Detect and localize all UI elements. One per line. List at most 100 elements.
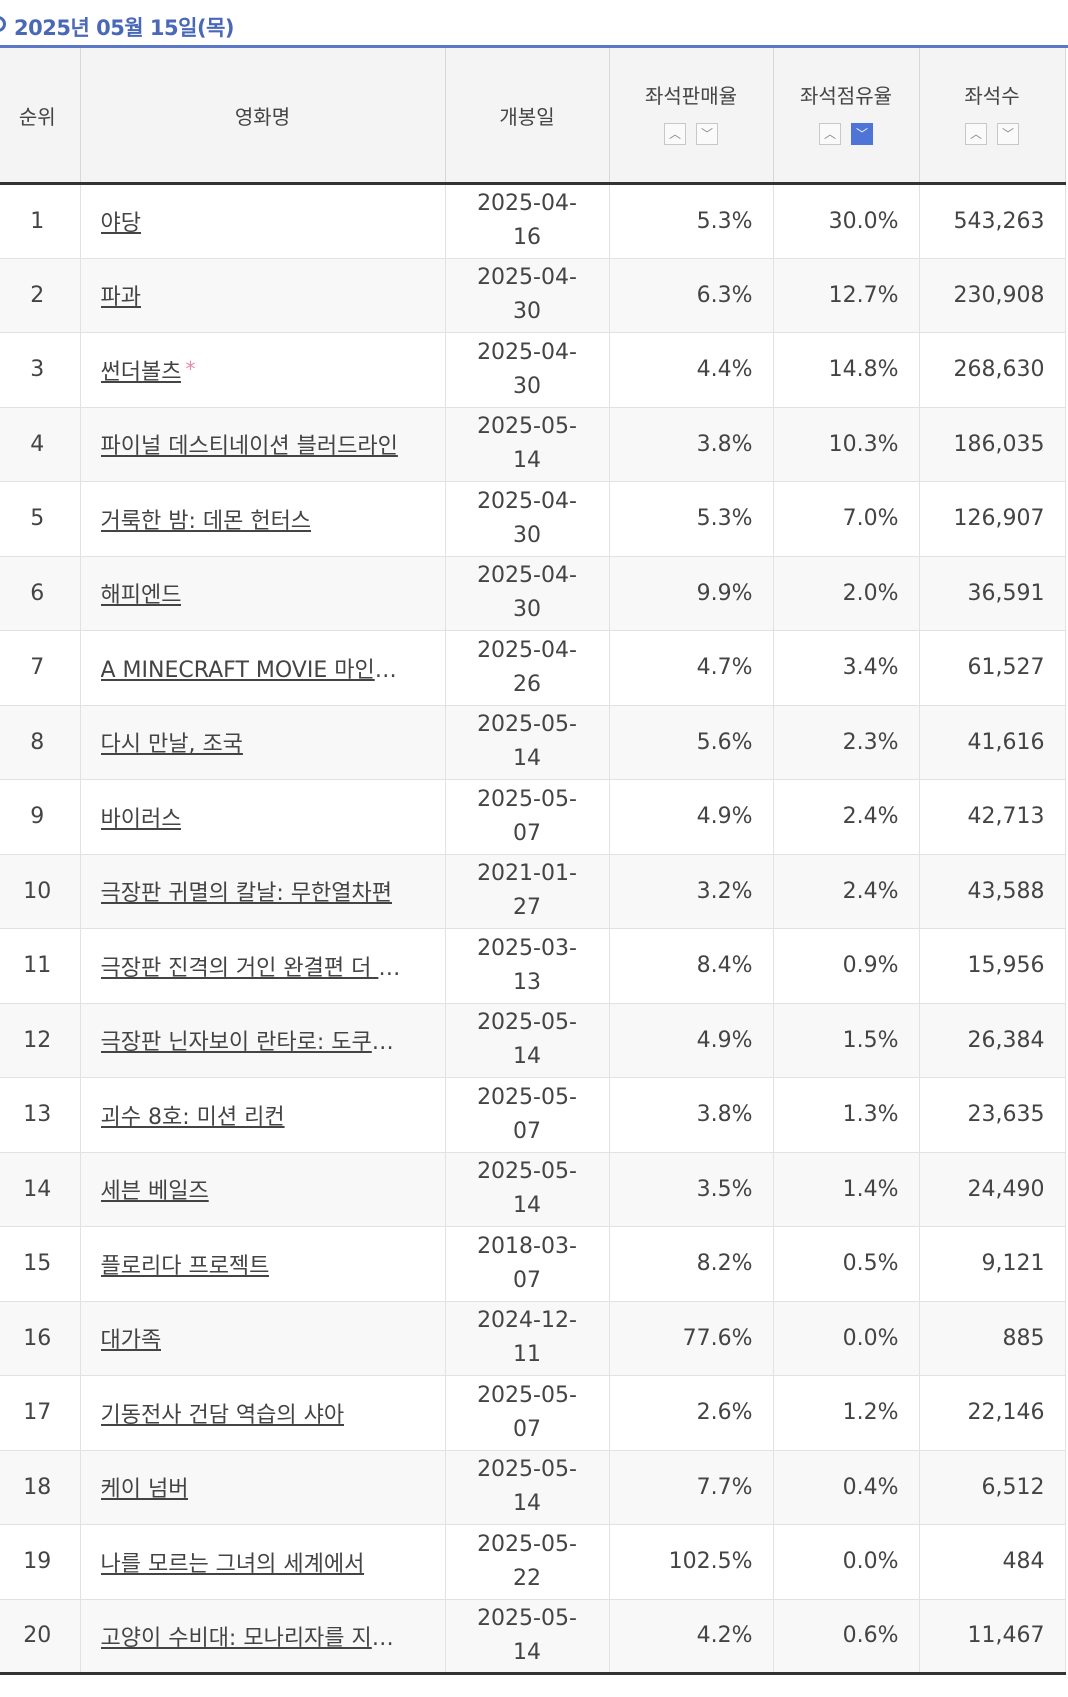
title-cell: 괴수 8호: 미션 리컨 bbox=[80, 1077, 446, 1153]
seat-share-cell: 2.0% bbox=[773, 556, 920, 631]
open-date-cell: 2025-04-30 bbox=[445, 481, 610, 557]
movie-title-link[interactable]: 극장판 진격의 거인 완결편 더 라스… bbox=[100, 955, 401, 981]
title-cell: 해피엔드 bbox=[80, 556, 446, 631]
new-release-star: * bbox=[185, 356, 196, 381]
title-cell: 썬더볼츠 * bbox=[80, 332, 446, 408]
title-cell: 파과 bbox=[80, 258, 446, 333]
sort-asc-button[interactable]: ︿ bbox=[965, 122, 987, 145]
seat-share-cell: 14.8% bbox=[773, 332, 920, 408]
table-row: 15 플로리다 프로젝트 2018-03-07 8.2% 0.5% 9,121 bbox=[0, 1226, 1066, 1302]
seat-sales-rate-cell: 2.6% bbox=[609, 1375, 774, 1451]
rank-cell: 14 bbox=[0, 1152, 81, 1227]
title-cell: 기동전사 건담 역습의 샤아 bbox=[80, 1375, 446, 1451]
seats-cell: 41,616 bbox=[919, 705, 1066, 780]
table-header-row: 순위 영화명 개봉일 좌석판매율 ︿ ﹀ 좌석점유율 ︿ ﹀ 좌석수 bbox=[0, 48, 1066, 185]
seats-cell: 61,527 bbox=[919, 630, 1066, 706]
seat-share-cell: 12.7% bbox=[773, 258, 920, 333]
table-row: 13 괴수 8호: 미션 리컨 2025-05-07 3.8% 1.3% 23,635 bbox=[0, 1077, 1066, 1153]
movie-title-link[interactable]: 세븐 베일즈 bbox=[100, 1179, 209, 1205]
open-date-cell: 2025-03-13 bbox=[445, 928, 610, 1004]
seat-share-cell: 0.6% bbox=[773, 1599, 920, 1675]
movie-title-link[interactable]: 기동전사 건담 역습의 샤아 bbox=[100, 1402, 345, 1428]
table-row: 19 나를 모르는 그녀의 세계에서 2025-05-22 102.5% 0.0% 484 bbox=[0, 1524, 1066, 1600]
open-date-cell: 2025-04-30 bbox=[445, 556, 610, 631]
title-cell: A MINECRAFT MOVIE 마인크… bbox=[80, 630, 446, 706]
rank-cell: 7 bbox=[0, 630, 81, 706]
rank-cell: 15 bbox=[0, 1226, 81, 1302]
open-date-cell: 2025-05-14 bbox=[445, 1152, 610, 1227]
seat-sales-rate-cell: 7.7% bbox=[609, 1450, 774, 1525]
movie-title-link[interactable]: 플로리다 프로젝트 bbox=[100, 1253, 270, 1279]
open-date-cell: 2025-04-30 bbox=[445, 258, 610, 333]
seat-sales-rate-cell: 3.8% bbox=[609, 407, 774, 482]
seat-sales-rate-cell: 3.8% bbox=[609, 1077, 774, 1153]
table-row: 7 A MINECRAFT MOVIE 마인크… 2025-04-26 4.7% 3.4… bbox=[0, 630, 1066, 706]
movie-title-link[interactable]: 케이 넘버 bbox=[100, 1477, 189, 1503]
seat-sales-rate-cell: 5.3% bbox=[609, 183, 774, 259]
open-date-cell: 2021-01-27 bbox=[445, 854, 610, 929]
movie-title-link[interactable]: 해피엔드 bbox=[100, 583, 182, 609]
movie-title-link[interactable]: 거룩한 밤: 데몬 헌터스 bbox=[100, 508, 312, 534]
table-row: 11 극장판 진격의 거인 완결편 더 라스… 2025-03-138.4%0.9%… bbox=[0, 928, 1066, 1004]
seats-cell: 23,635 bbox=[919, 1077, 1066, 1153]
seat-share-cell: 3.4% bbox=[773, 630, 920, 706]
movie-title-link[interactable]: 극장판 귀멸의 칼날: 무한열차편 bbox=[100, 881, 393, 907]
seat-sales-rate-cell: 4.7% bbox=[609, 630, 774, 706]
movie-title-link[interactable]: 다시 만날, 조국 bbox=[100, 732, 243, 758]
sort-desc-button[interactable]: ﹀ bbox=[696, 122, 718, 145]
rank-cell: 5 bbox=[0, 481, 81, 557]
table-row: 1 야당 2025-04-16 5.3% 30.0% 543,263 bbox=[0, 183, 1066, 259]
seat-sales-rate-cell: 6.3% bbox=[609, 258, 774, 333]
seat-sales-rate-cell: 3.2% bbox=[609, 854, 774, 929]
movie-title-link[interactable]: 파과 bbox=[100, 285, 141, 311]
seat-sales-rate-cell: 4.9% bbox=[609, 1003, 774, 1078]
open-date-cell: 2025-05-14 bbox=[445, 1003, 610, 1078]
movie-title-link[interactable]: 극장판 닌자보이 란타로: 도쿠타케… bbox=[100, 1030, 401, 1056]
rank-cell: 11 bbox=[0, 928, 81, 1004]
chevron-up-icon: ︿ bbox=[823, 126, 836, 141]
open-date-cell: 2025-05-07 bbox=[445, 1077, 610, 1153]
seats-cell: 885 bbox=[919, 1301, 1066, 1376]
movie-title-link[interactable]: 괴수 8호: 미션 리컨 bbox=[100, 1104, 285, 1130]
seats-cell: 24,490 bbox=[919, 1152, 1066, 1227]
movie-title-link[interactable]: 썬더볼츠 bbox=[100, 359, 182, 385]
movie-title-link[interactable]: 바이러스 bbox=[100, 806, 182, 832]
seat-share-cell: 1.3% bbox=[773, 1077, 920, 1153]
sort-asc-button[interactable]: ︿ bbox=[664, 122, 686, 145]
table-row: 4 파이널 데스티네이션 블러드라인 2025-05-14 3.8% 10.3% 186,… bbox=[0, 407, 1066, 482]
seat-share-cell: 2.3% bbox=[773, 705, 920, 780]
open-date-cell: 2025-05-07 bbox=[445, 1375, 610, 1451]
column-header-rank: 순위 bbox=[0, 48, 81, 185]
seats-cell: 268,630 bbox=[919, 332, 1066, 408]
movie-title-link[interactable]: A MINECRAFT MOVIE 마인크… bbox=[100, 657, 401, 683]
table-row: 8 다시 만날, 조국 2025-05-14 5.6% 2.3% 41,616 bbox=[0, 705, 1066, 780]
seat-sales-rate-cell: 9.9% bbox=[609, 556, 774, 631]
sort-asc-button[interactable]: ︿ bbox=[819, 122, 841, 145]
rank-cell: 6 bbox=[0, 556, 81, 631]
movie-title-link[interactable]: 나를 모르는 그녀의 세계에서 bbox=[100, 1551, 365, 1577]
title-cell: 대가족 bbox=[80, 1301, 446, 1376]
movie-title-link[interactable]: 고양이 수비대: 모나리자를 지켜라! bbox=[100, 1625, 401, 1651]
column-header-title: 영화명 bbox=[80, 48, 446, 185]
seat-share-cell: 10.3% bbox=[773, 407, 920, 482]
seat-share-cell: 1.2% bbox=[773, 1375, 920, 1451]
seats-cell: 26,384 bbox=[919, 1003, 1066, 1078]
seat-sales-rate-cell: 5.6% bbox=[609, 705, 774, 780]
sort-desc-button[interactable]: ﹀ bbox=[997, 122, 1019, 145]
seat-share-cell: 30.0% bbox=[773, 183, 920, 259]
seat-share-cell: 7.0% bbox=[773, 481, 920, 557]
bullet-circle-icon bbox=[0, 16, 6, 32]
movie-title-link[interactable]: 대가족 bbox=[100, 1328, 162, 1354]
column-header-seat-share: 좌석점유율 ︿ ﹀ bbox=[773, 48, 920, 185]
rank-cell: 3 bbox=[0, 332, 81, 408]
seats-cell: 543,263 bbox=[919, 183, 1066, 259]
seat-sales-rate-cell: 3.5% bbox=[609, 1152, 774, 1227]
sort-desc-button-active[interactable]: ﹀ bbox=[851, 122, 873, 145]
chevron-down-icon: ﹀ bbox=[855, 126, 868, 141]
rank-cell: 4 bbox=[0, 407, 81, 482]
open-date-cell: 2025-04-16 bbox=[445, 183, 610, 259]
movie-title-link[interactable]: 파이널 데스티네이션 블러드라인 bbox=[100, 434, 398, 460]
movie-title-link[interactable]: 야당 bbox=[100, 211, 141, 237]
date-header: 2025년 05월 15일(목) bbox=[0, 0, 1068, 48]
table-row: 3 썬더볼츠 * 2025-04-30 4.4% 14.8% 268,630 bbox=[0, 332, 1066, 408]
